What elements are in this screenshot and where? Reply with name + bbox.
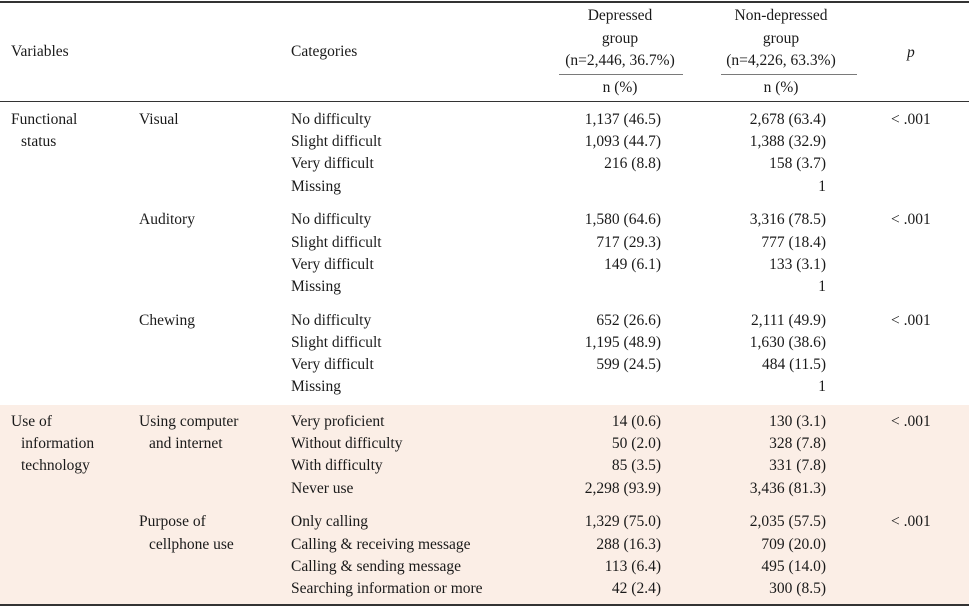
variable-label: Functional bbox=[11, 111, 78, 128]
category-cell: Searching information or more bbox=[291, 580, 483, 597]
category-cell: Slight difficult bbox=[291, 133, 382, 151]
nondepressed-value: 777 (18.4) bbox=[761, 233, 826, 251]
variable-label: Use of bbox=[11, 413, 52, 430]
nondepressed-value: 2,035 (57.5) bbox=[749, 513, 826, 531]
table-top-rule bbox=[0, 1, 969, 3]
depressed-value: 85 (3.5) bbox=[611, 457, 661, 475]
header-depressed-line2: group bbox=[601, 30, 639, 47]
category-cell: Never use bbox=[291, 479, 354, 497]
subvariable-label: Chewing bbox=[139, 311, 195, 329]
depressed-value: 216 (8.8) bbox=[604, 155, 661, 173]
subvariable-label: Purpose of bbox=[139, 513, 206, 531]
subvariable-label: Using computer bbox=[139, 413, 239, 430]
p-value: < .001 bbox=[891, 413, 931, 430]
depressed-value: 599 (24.5) bbox=[596, 356, 661, 374]
header-p-value: p bbox=[907, 44, 915, 61]
depressed-header-underline bbox=[559, 74, 683, 75]
depressed-value: 652 (26.6) bbox=[596, 311, 661, 329]
depressed-value: 50 (2.0) bbox=[611, 435, 661, 453]
nondepressed-value: 158 (3.7) bbox=[769, 155, 826, 173]
category-cell: With difficulty bbox=[291, 457, 383, 475]
category-cell: Missing bbox=[291, 278, 341, 295]
depressed-value: 717 (29.3) bbox=[596, 233, 661, 251]
nondepressed-value: 709 (20.0) bbox=[761, 535, 826, 553]
nondepressed-value: 484 (11.5) bbox=[762, 356, 826, 374]
category-cell: No difficulty bbox=[291, 111, 372, 128]
header-unit-depressed: n (%) bbox=[602, 79, 638, 96]
depressed-value: 1,329 (75.0) bbox=[584, 513, 661, 531]
header-bottom-rule bbox=[0, 101, 969, 103]
header-nondepressed-line3: (n=4,226, 63.3%) bbox=[726, 52, 836, 69]
nondepressed-value: 1 bbox=[818, 278, 826, 295]
category-cell: Calling & sending message bbox=[291, 557, 462, 575]
category-cell: Very difficult bbox=[291, 155, 374, 173]
category-cell: Slight difficult bbox=[291, 334, 382, 351]
nondepressed-header-underline bbox=[721, 74, 857, 75]
nondepressed-value: 1 bbox=[818, 378, 826, 396]
depressed-value: 1,580 (64.6) bbox=[584, 211, 661, 229]
p-value: < .001 bbox=[891, 211, 931, 229]
p-value: < .001 bbox=[891, 311, 931, 329]
category-cell: Missing bbox=[291, 177, 341, 195]
depressed-value: 288 (16.3) bbox=[596, 535, 661, 553]
p-value: < .001 bbox=[891, 111, 931, 128]
category-cell: No difficulty bbox=[291, 211, 372, 229]
nondepressed-value: 495 (14.0) bbox=[761, 557, 826, 575]
subvariable-label: cellphone use bbox=[149, 535, 234, 553]
nondepressed-value: 331 (7.8) bbox=[769, 457, 826, 475]
depressed-value: 14 (0.6) bbox=[611, 413, 661, 430]
header-categories: Categories bbox=[291, 43, 358, 60]
category-cell: No difficulty bbox=[291, 311, 372, 329]
depressed-value: 42 (2.4) bbox=[611, 580, 661, 597]
subvariable-label: Auditory bbox=[139, 211, 195, 229]
depressed-value: 1,195 (48.9) bbox=[584, 334, 661, 351]
p-value: < .001 bbox=[891, 513, 931, 531]
depressed-value: 1,093 (44.7) bbox=[584, 133, 661, 151]
depressed-value: 113 (6.4) bbox=[604, 557, 661, 575]
nondepressed-value: 133 (3.1) bbox=[769, 255, 826, 273]
nondepressed-value: 3,436 (81.3) bbox=[749, 479, 826, 497]
table-bottom-rule bbox=[0, 604, 969, 606]
subvariable-label: Visual bbox=[139, 111, 179, 128]
depressed-value: 2,298 (93.9) bbox=[584, 479, 661, 497]
nondepressed-value: 1 bbox=[818, 177, 826, 195]
variable-label: status bbox=[21, 133, 57, 151]
category-cell: Very difficult bbox=[291, 255, 374, 273]
header-depressed-line1: Depressed bbox=[587, 7, 653, 24]
nondepressed-value: 300 (8.5) bbox=[769, 580, 826, 597]
category-cell: Calling & receiving message bbox=[291, 535, 471, 553]
nondepressed-value: 130 (3.1) bbox=[769, 413, 826, 430]
variable-label: technology bbox=[21, 457, 90, 475]
category-cell: Very difficult bbox=[291, 356, 374, 374]
nondepressed-value: 2,678 (63.4) bbox=[749, 111, 826, 128]
header-depressed-line3: (n=2,446, 36.7%) bbox=[565, 52, 675, 69]
header-variables: Variables bbox=[11, 43, 69, 60]
nondepressed-value: 1,388 (32.9) bbox=[749, 133, 826, 151]
subvariable-label: and internet bbox=[149, 435, 223, 453]
nondepressed-value: 3,316 (78.5) bbox=[749, 211, 826, 229]
variable-label: information bbox=[21, 435, 95, 453]
header-nondepressed-line1: Non-depressed bbox=[734, 7, 828, 24]
category-cell: Missing bbox=[291, 378, 341, 396]
header-nondepressed-line2: group bbox=[762, 30, 800, 47]
nondepressed-value: 2,111 (49.9) bbox=[750, 311, 826, 329]
nondepressed-value: 328 (7.8) bbox=[769, 435, 826, 453]
depressed-value: 149 (6.1) bbox=[604, 255, 661, 273]
depressed-value: 1,137 (46.5) bbox=[584, 111, 661, 128]
header-unit-nondepressed: n (%) bbox=[763, 79, 799, 96]
category-cell: Without difficulty bbox=[291, 435, 403, 453]
group-band bbox=[0, 405, 969, 604]
nondepressed-value: 1,630 (38.6) bbox=[749, 334, 826, 351]
category-cell: Very proficient bbox=[291, 413, 385, 430]
category-cell: Slight difficult bbox=[291, 233, 382, 251]
category-cell: Only calling bbox=[291, 513, 369, 531]
